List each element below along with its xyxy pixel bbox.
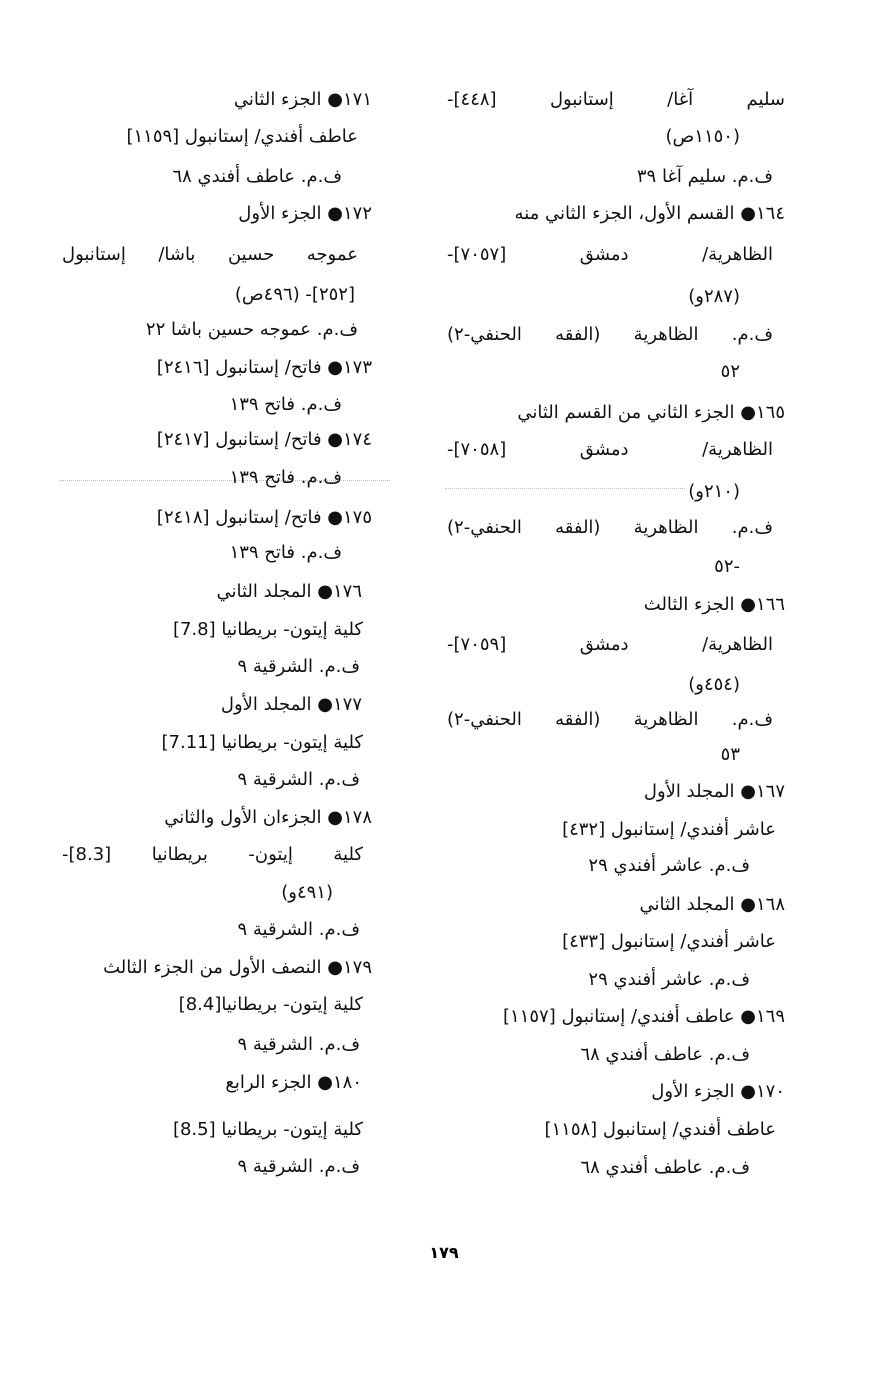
entry-line: ف.م. عاشر أفندي ٢٩ [588, 969, 750, 990]
entry-heading: ١٦٨● المجلد الثاني [639, 894, 786, 915]
entry-line: كلية إيتون- بريطانيا [8.5] [172, 1119, 363, 1140]
entry-heading: ١٦٤● القسم الأول، الجزء الثاني منه [514, 203, 785, 224]
entry-heading: ١٧٦● المجلد الثاني [216, 581, 363, 602]
entry-line: (٢١٠و) [688, 481, 740, 502]
entry-line: ٥٢ [720, 361, 740, 382]
entry-line: ف.م. عموجه حسين باشا ٢٢ [145, 319, 358, 340]
entry-heading: ١٦٩● عاطف أفندي/ إستانبول [١١٥٧] [503, 1006, 785, 1027]
entry-line: كلية إيتون- بريطانيا [8.3]- [62, 844, 363, 865]
entry-line: ف.م. الظاهرية (الفقه الحنفي-٢) [447, 324, 773, 345]
entry-heading: ١٧٣● فاتح/ إستانبول [٢٤١٦] [156, 357, 372, 378]
scan-artifact-line [60, 480, 390, 481]
entry-line: سليم آغا/ إستانبول [٤٤٨]- [447, 89, 785, 110]
entry-heading: ١٧٥● فاتح/ إستانبول [٢٤١٨] [156, 507, 372, 528]
entry-heading: ١٧٤● فاتح/ إستانبول [٢٤١٧] [156, 429, 372, 450]
entry-line: الظاهرية/ دمشق [٧٠٥٩]- [447, 634, 773, 655]
entry-line: (٤٩١و) [281, 882, 333, 903]
entry-heading: ١٧١● الجزء الثاني [233, 89, 372, 110]
page-number: ١٧٩ [429, 1243, 459, 1262]
entry-line: الظاهرية/ دمشق [٧٠٥٧]- [447, 244, 773, 265]
entry-heading: ١٧٧● المجلد الأول [220, 694, 362, 715]
entry-line: كلية إيتون- بريطانيا [7.11] [161, 732, 364, 753]
entry-line: ف.م. الشرقية ٩ [237, 769, 360, 790]
entry-line: كلية إيتون- بريطانيا [7.8] [172, 619, 363, 640]
entry-line: [٢٥٢]- (٤٩٦ص) [234, 284, 355, 305]
entry-heading: ١٧٩● النصف الأول من الجزء الثالث [103, 957, 372, 978]
entry-heading: ١٦٥● الجزء الثاني من القسم الثاني [517, 402, 785, 423]
entry-line: ف.م. عاطف أفندي ٦٨ [580, 1044, 750, 1065]
entry-line: عاشر أفندي/ إستانبول [٤٣٣] [562, 931, 776, 952]
entry-heading: ١٦٧● المجلد الأول [643, 781, 785, 802]
entry-line: ف.م. الشرقية ٩ [237, 1034, 360, 1055]
entry-heading: ١٧٠● الجزء الأول [651, 1081, 785, 1102]
entry-line: الظاهرية/ دمشق [٧٠٥٨]- [447, 439, 773, 460]
entry-line: ف.م. عاطف أفندي ٦٨ [172, 166, 342, 187]
entry-line: ف.م. فاتح ١٣٩ [229, 394, 342, 415]
entry-line: (٢٨٧و) [688, 286, 740, 307]
entry-heading: ١٦٦● الجزء الثالث [643, 594, 785, 615]
entry-line: عاطف أفندي/ إستانبول [١١٥٨] [544, 1119, 776, 1140]
entry-line: ف.م. الظاهرية (الفقه الحنفي-٢) [447, 517, 773, 538]
entry-line: ف.م. سليم آغا ٣٩ [636, 166, 773, 187]
entry-line: ف.م. الظاهرية (الفقه الحنفي-٢) [447, 709, 773, 730]
entry-line: ف.م. الشرقية ٩ [237, 1156, 360, 1177]
entry-line: ف.م. الشرقية ٩ [237, 656, 360, 677]
entry-line: ف.م. عاطف أفندي ٦٨ [580, 1157, 750, 1178]
entry-heading: ١٧٨● الجزءان الأول والثاني [164, 807, 372, 828]
entry-line: عاطف أفندي/ إستانبول [١١٥٩] [126, 126, 358, 147]
entry-line: عاشر أفندي/ إستانبول [٤٣٢] [562, 819, 776, 840]
entry-line: ف.م. عاشر أفندي ٢٩ [588, 855, 750, 876]
entry-line: ف.م. الشرقية ٩ [237, 919, 360, 940]
entry-line: ف.م. فاتح ١٣٩ [229, 542, 342, 563]
entry-line: ٥٣ [720, 744, 740, 765]
entry-heading: ١٨٠● الجزء الرابع [225, 1072, 362, 1093]
entry-line: -٥٢ [714, 556, 740, 577]
entry-line: عموجه حسين باشا/ إستانبول [62, 244, 358, 265]
entry-line: ف.م. فاتح ١٣٩ [229, 467, 342, 488]
entry-heading: ١٧٢● الجزء الأول [238, 203, 372, 224]
scan-artifact-line [445, 488, 685, 489]
entry-line: (١١٥٠ص) [665, 126, 741, 147]
entry-line: كلية إيتون- بريطانيا[8.4] [178, 994, 363, 1015]
entry-line: (٤٥٤و) [688, 674, 740, 695]
